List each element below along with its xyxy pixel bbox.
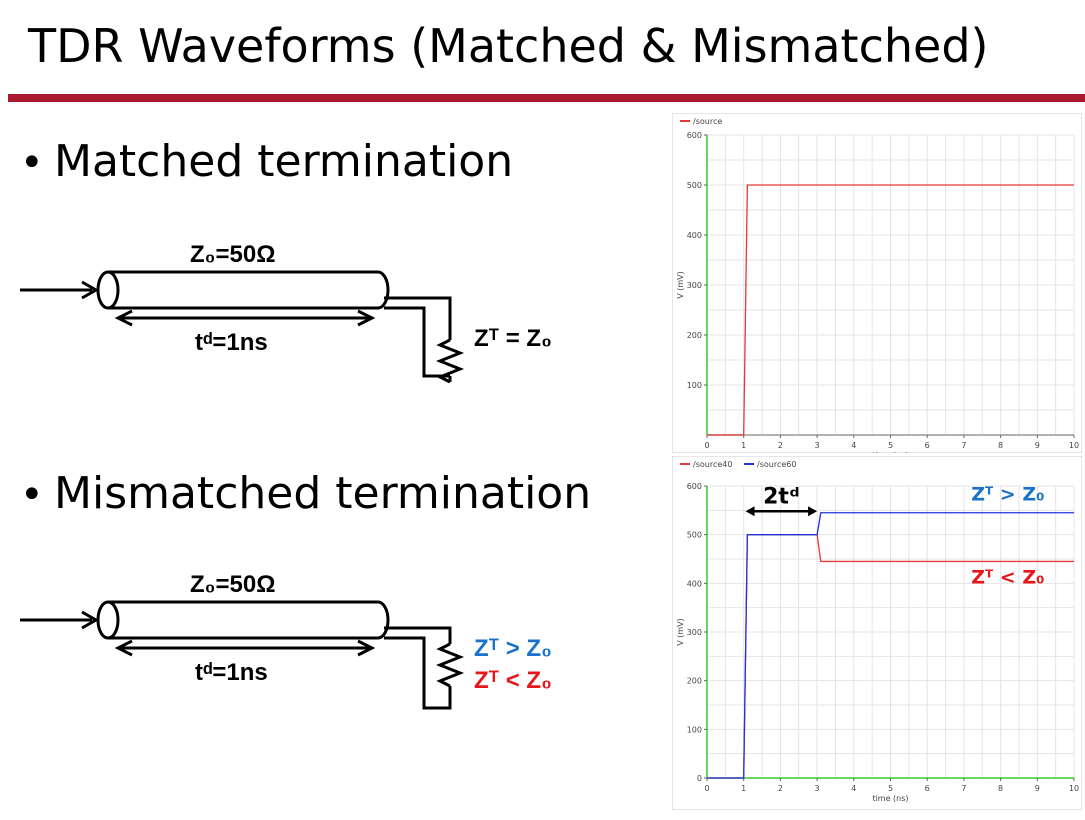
line-right-end: [377, 600, 390, 640]
td-label: tᵈ=1ns: [195, 329, 268, 356]
y-tick-label: 600: [687, 131, 702, 140]
line-left-end: [96, 600, 120, 640]
x-tick-label: 9: [1035, 784, 1040, 793]
mismatched-waveform-svg: /source40/source60 0 100 200 300 400 500 600 0 1 2…: [672, 456, 1082, 810]
title-rule: [8, 94, 1085, 102]
mismatched-waveform-plot: /source40/source60 0 100 200 300 400 500 600 0 1 2…: [672, 456, 1082, 810]
y-tick-label: 600: [687, 482, 702, 491]
y-tick-label: 0: [697, 774, 702, 783]
y-tick-label: 300: [687, 281, 702, 290]
input-arrowhead: [81, 610, 100, 630]
matched-waveform-svg: /source 100 200 300 400 500 600 0 1 2 3 4 5 6 7 8 9 10 tim…: [672, 113, 1082, 453]
y-axis-label: V (mV): [676, 618, 685, 646]
x-tick-label: 4: [851, 784, 856, 793]
y-tick-label: 100: [687, 725, 702, 734]
bullet-matched-text: Matched termination: [54, 136, 514, 187]
x-tick-label: 1: [741, 784, 746, 793]
x-tick-label: 3: [815, 441, 820, 450]
legend-entry: /source: [693, 117, 722, 126]
y-tick-label: 200: [687, 331, 702, 340]
plot-frame: [672, 113, 1082, 453]
bullet-matched: • Matched termination: [20, 134, 513, 191]
plot-grid: [706, 485, 1075, 779]
zt-greater-label: Zᵀ > Z₀: [474, 635, 552, 662]
x-tick-label: 0: [704, 441, 709, 450]
line-right-end: [377, 270, 390, 310]
td-label: tᵈ=1ns: [195, 659, 268, 686]
plot-frame: [672, 456, 1082, 810]
x-tick-label: 5: [888, 784, 893, 793]
termination-wire-top: [384, 626, 452, 644]
x-tick-label: 9: [1035, 441, 1040, 450]
delay-arrowhead-right: [808, 506, 818, 517]
termination-wire-top: [384, 296, 452, 340]
x-tick-label: 7: [961, 784, 966, 793]
x-tick-label: 3: [815, 784, 820, 793]
bullet-mismatched: • Mismatched termination: [20, 466, 591, 523]
x-tick-label: 4: [851, 441, 856, 450]
line-left-end: [96, 270, 120, 310]
x-tick-label: 0: [704, 784, 709, 793]
x-tick-label: 7: [961, 441, 966, 450]
x-tick-label: 5: [888, 441, 893, 450]
legend-entry: /source40: [693, 460, 732, 469]
z0-label: Z₀=50Ω: [190, 571, 275, 598]
y-axis-label: V (mV): [676, 271, 685, 299]
resistor-icon: [435, 642, 465, 688]
mismatched-line-diagram: Z₀=50Ω tᵈ=1ns Zᵀ > Z₀ Zᵀ < Z₀: [0, 552, 640, 722]
x-tick-label: 6: [925, 441, 930, 450]
zt-label: Zᵀ = Z₀: [474, 325, 552, 352]
matched-waveform-plot: /source 100 200 300 400 500 600 0 1 2 3 4 5 6 7 8 9 10 tim…: [672, 113, 1082, 453]
x-axis-label: time (ns): [872, 451, 908, 453]
x-tick-label: 10: [1069, 784, 1079, 793]
zt-less-annotation: Zᵀ < Z₀: [971, 566, 1044, 588]
x-tick-label: 1: [741, 441, 746, 450]
delay-annotation: 2tᵈ: [763, 484, 799, 509]
y-tick-label: 400: [687, 579, 702, 588]
x-tick-label: 8: [998, 441, 1003, 450]
x-tick-label: 2: [778, 441, 783, 450]
x-tick-label: 8: [998, 784, 1003, 793]
bullet-dot: •: [20, 472, 44, 518]
x-tick-label: 6: [925, 784, 930, 793]
x-tick-label: 2: [778, 784, 783, 793]
y-tick-label: 500: [687, 181, 702, 190]
series-line-source: [707, 184, 1074, 436]
y-tick-label: 200: [687, 677, 702, 686]
y-tick-label: 400: [687, 231, 702, 240]
bullet-dot: •: [20, 140, 44, 186]
zt-less-label: Zᵀ < Z₀: [474, 667, 552, 694]
y-tick-label: 100: [687, 381, 702, 390]
delay-arrowhead-left: [745, 506, 755, 517]
matched-line-diagram: Z₀=50Ω tᵈ=1ns Zᵀ = Z₀: [0, 222, 640, 392]
slide-title: TDR Waveforms (Matched & Mismatched): [28, 19, 989, 73]
x-tick-label: 10: [1069, 441, 1079, 450]
plot-grid: [706, 134, 1075, 436]
legend-entry: /source60: [757, 460, 796, 469]
z0-label: Z₀=50Ω: [190, 241, 275, 268]
x-axis-label: time (ns): [872, 794, 908, 803]
series-line-source60: [707, 512, 1074, 779]
y-tick-label: 500: [687, 531, 702, 540]
zt-greater-annotation: Zᵀ > Z₀: [971, 484, 1044, 506]
bullet-mismatched-text: Mismatched termination: [54, 468, 592, 519]
y-tick-label: 300: [687, 628, 702, 637]
termination-wire-bottom: [384, 636, 452, 710]
input-arrowhead: [81, 280, 100, 300]
termination-wire-bottom: [384, 306, 450, 378]
